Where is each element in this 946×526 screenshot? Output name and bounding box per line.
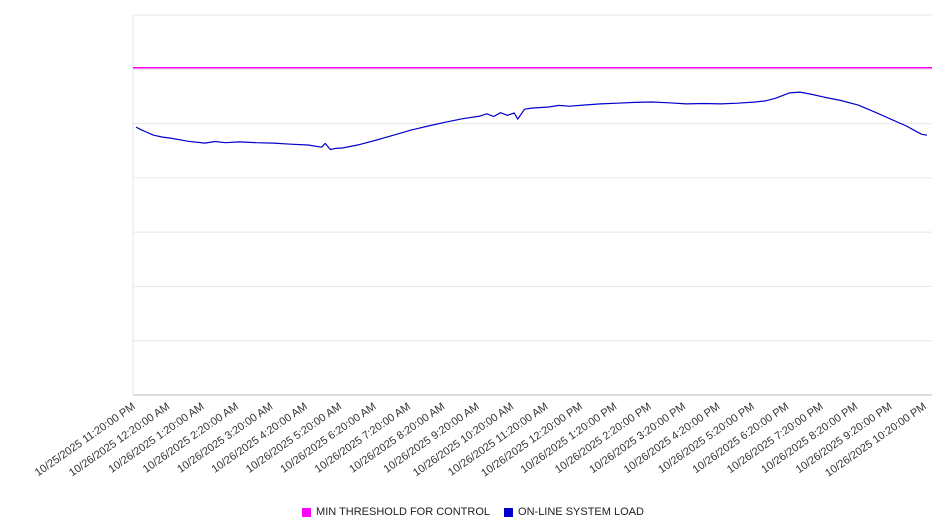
threshold-swatch (302, 507, 312, 517)
legend-item-threshold: MIN THRESHOLD FOR CONTROL (302, 506, 490, 518)
legend-item-load: ON-LINE SYSTEM LOAD (504, 506, 644, 518)
load-line (135, 91, 928, 151)
legend-label-threshold: MIN THRESHOLD FOR CONTROL (316, 506, 491, 518)
load-swatch (504, 507, 514, 517)
legend-label-load: ON-LINE SYSTEM LOAD (518, 506, 644, 518)
chart-legend: MIN THRESHOLD FOR CONTROL ON-LINE SYSTEM… (0, 506, 946, 518)
